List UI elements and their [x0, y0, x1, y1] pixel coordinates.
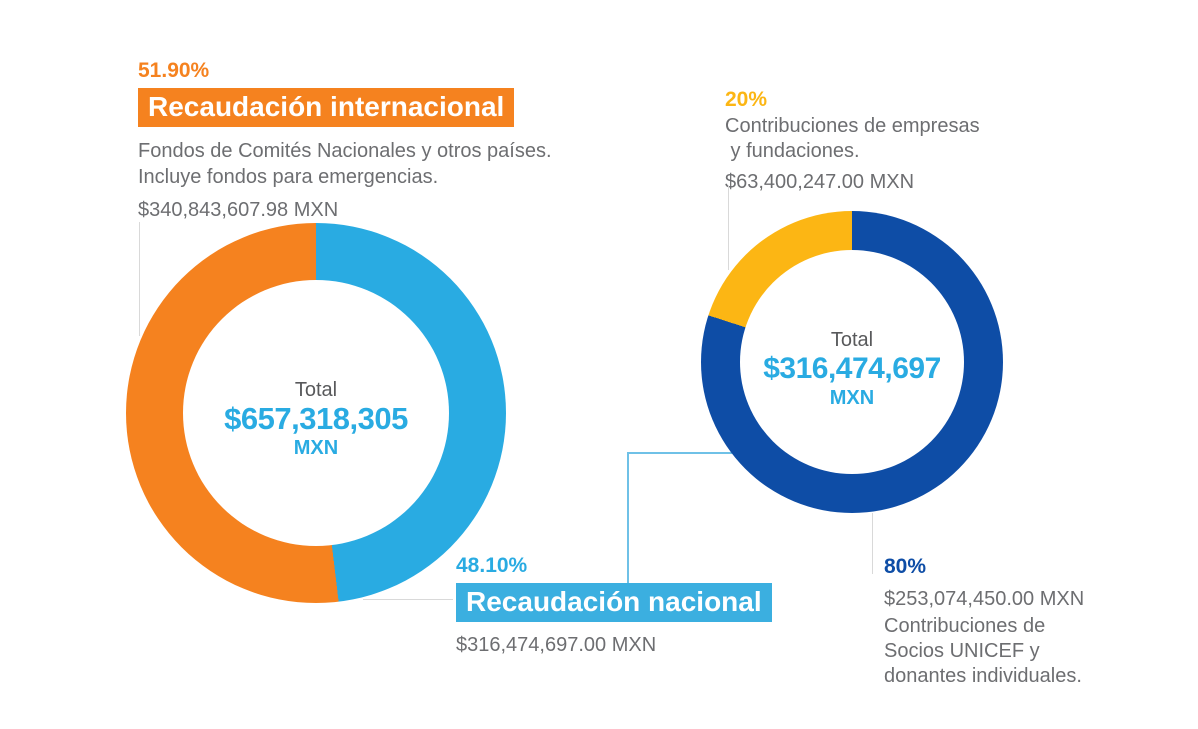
international-description: Fondos de Comités Nacionales y otros paí…: [138, 138, 552, 190]
leader-line-companies: [728, 186, 729, 270]
partners-description: Contribuciones de Socios UNICEF y donant…: [884, 614, 1084, 689]
international-description-line1: Fondos de Comités Nacionales y otros paí…: [138, 140, 552, 162]
total-value: $657,318,305: [224, 401, 408, 436]
leader-line-international: [139, 222, 140, 336]
donut-total-income-center: Total $657,318,305 MXN: [183, 280, 449, 546]
total-label: Total: [294, 379, 338, 401]
callout-companies: 20% Contribuciones de empresas y fundaci…: [725, 88, 980, 194]
international-amount: $340,843,607.98 MXN: [138, 199, 339, 221]
national-title-tag: Recaudación nacional: [456, 583, 772, 622]
companies-description: Contribuciones de empresas y fundaciones…: [725, 114, 980, 164]
companies-description-line2: y fundaciones.: [725, 140, 860, 162]
donut-chart-total-income: Total $657,318,305 MXN: [126, 223, 506, 603]
connector-national-vertical: [627, 452, 629, 583]
companies-description-line1: Contribuciones de empresas: [725, 115, 980, 137]
international-percent: 51.90%: [138, 59, 210, 82]
partners-description-line3: donantes individuales.: [884, 665, 1082, 687]
national-percent: 48.10%: [456, 554, 528, 577]
leader-line-national: [363, 599, 453, 600]
callout-national: 48.10% Recaudación nacional $316,474,697…: [456, 555, 772, 656]
partners-description-line2: Socios UNICEF y: [884, 640, 1040, 662]
partners-percent: 80%: [884, 555, 927, 578]
companies-amount: $63,400,247.00 MXN: [725, 171, 915, 193]
international-description-line2: Incluye fondos para emergencias.: [138, 166, 439, 188]
callout-partners: 80% $253,074,450.00 MXN Contribuciones d…: [884, 556, 1084, 689]
donut-chart-national-breakdown: Total $316,474,697 MXN: [701, 211, 1003, 513]
leader-line-partners: [872, 513, 873, 574]
companies-percent: 20%: [725, 88, 768, 111]
partners-amount: $253,074,450.00 MXN: [884, 588, 1085, 610]
total-currency: MXN: [293, 437, 339, 459]
total-value: $316,474,697: [763, 352, 941, 385]
donut-national-breakdown-center: Total $316,474,697 MXN: [740, 250, 964, 474]
total-label: Total: [830, 329, 874, 351]
national-amount: $316,474,697.00 MXN: [456, 634, 657, 656]
callout-international: 51.90% Recaudación internacional Fondos …: [138, 60, 552, 221]
connector-national-horizontal: [627, 452, 732, 454]
total-currency: MXN: [829, 387, 875, 409]
international-title-tag: Recaudación internacional: [138, 88, 515, 127]
partners-description-line1: Contribuciones de: [884, 615, 1046, 637]
